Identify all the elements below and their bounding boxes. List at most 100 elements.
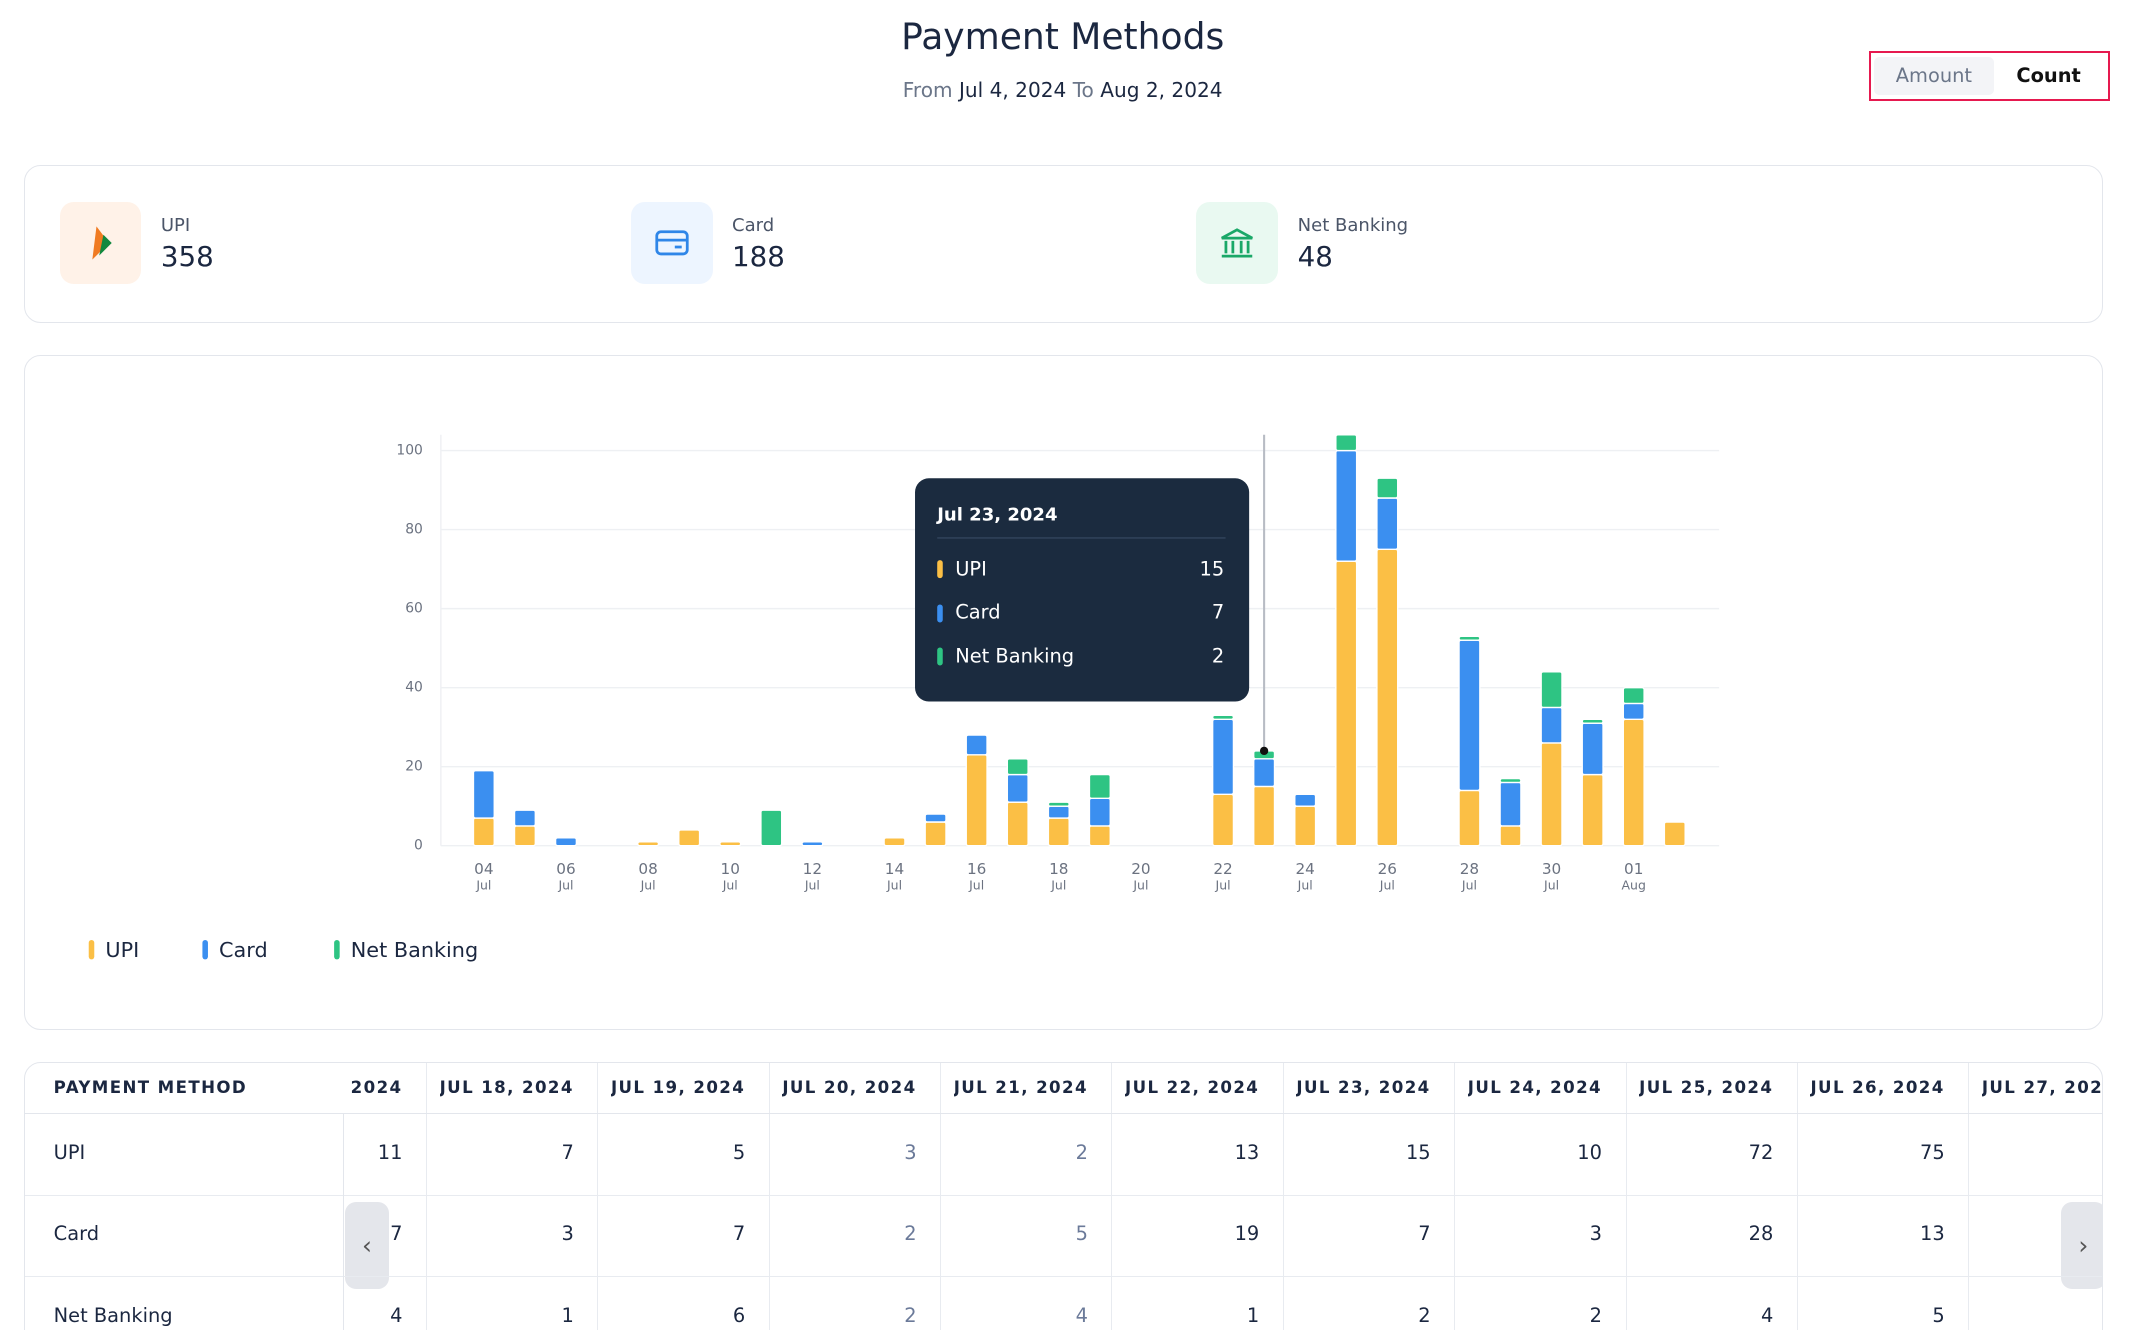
sticky-divider (343, 1112, 345, 1330)
table-cell: 28 (1748, 1222, 1774, 1246)
upi-icon (59, 202, 142, 285)
bar-segment (1622, 686, 1645, 705)
x-tick-label: 14 (885, 860, 904, 878)
date-range: From Jul 4, 2024 To Aug 2, 2024 (0, 78, 2125, 102)
table-column: JUL 25, 2024 72 28 4 (1625, 1062, 1797, 1330)
summary-label: Net Banking (1297, 214, 1409, 236)
tooltip-swatch (937, 604, 943, 623)
bar-segment (554, 837, 578, 847)
tooltip-series: Card (955, 600, 1000, 623)
scroll-left[interactable]: ‹ (344, 1201, 390, 1289)
column-header: JUL 24, 2024 (1467, 1077, 1602, 1097)
bar-segment (1006, 773, 1029, 803)
table-header: PAYMENT METHOD (53, 1077, 248, 1097)
tooltip: Jul 23, 2024 UPI 15 Card 7 Net Banking 2 (915, 478, 1250, 702)
toggle-option-active[interactable]: Count (1994, 57, 2103, 95)
table-column: JUL 27, 2024000 (1968, 1062, 2104, 1330)
column-header: JUL 23, 2024 (1296, 1077, 1431, 1097)
tooltip-swatch (937, 647, 943, 666)
metric-toggle: Amount Count (1868, 51, 2110, 102)
summary-label: UPI (160, 214, 191, 236)
table-cell: 2 (904, 1222, 917, 1246)
bar-segment (1376, 497, 1399, 551)
legend-label: Card (219, 938, 268, 962)
header-divider (24, 1112, 2103, 1114)
tooltip-series: Net Banking (955, 645, 1074, 668)
bank-glyph (1221, 227, 1254, 258)
bar-segment (1211, 718, 1235, 796)
bar-segment (1294, 793, 1317, 807)
table-cell: 72 (1748, 1140, 1774, 1164)
scroll-right[interactable]: › (2061, 1201, 2103, 1289)
summary-label: Card (732, 214, 775, 236)
bar-segment (965, 734, 988, 756)
bar-segment (678, 829, 701, 847)
table-column: JUL 24, 2024 10 3 2 (1454, 1062, 1625, 1330)
bar-segment (1458, 635, 1481, 641)
table-column: JUL 18, 2024 7 3 1 (426, 1062, 597, 1330)
table-cell: 19 (1234, 1222, 1260, 1246)
table-cell: 2 (1075, 1140, 1088, 1164)
bar-segment (1211, 714, 1235, 720)
summary-value: 48 (1297, 239, 1333, 273)
x-tick-label: 20 (1131, 860, 1150, 878)
x-tick-label: 18 (1049, 860, 1068, 878)
table-cell: 5 (1075, 1222, 1088, 1246)
from-label: From (902, 77, 953, 102)
x-tick-sublabel: Jul (1461, 877, 1477, 892)
bar-segment (1376, 548, 1399, 847)
bar-segment (1335, 560, 1358, 847)
legend-label: Net Banking (351, 938, 478, 962)
y-tick-label: 60 (405, 601, 423, 617)
y-tick-label: 20 (405, 759, 423, 775)
bar-segment (965, 754, 988, 847)
x-tick-sublabel: Jul (722, 877, 738, 892)
x-tick-sublabel: Jul (475, 877, 491, 892)
bar-segment (924, 821, 947, 847)
table-cell: 13 (1234, 1140, 1260, 1164)
table-cell: 2 (904, 1304, 917, 1328)
table-cell: 3 (904, 1140, 917, 1164)
column-header: JUL 25, 2024 (1639, 1077, 1774, 1097)
bar-segment (883, 837, 906, 847)
table-cell: 2 (1589, 1304, 1602, 1328)
bar-segment (1499, 781, 1522, 827)
tooltip-title: Jul 23, 2024 (935, 505, 1057, 526)
bar-segment (1458, 639, 1481, 792)
bar-segment (1088, 825, 1111, 847)
bar-segment (1581, 773, 1604, 847)
column-header: JUL 17, 2024 (345, 1077, 403, 1097)
x-tick-sublabel: Jul (1215, 877, 1231, 892)
bar-segment (1047, 801, 1070, 807)
table-cell: 5 (732, 1140, 746, 1164)
x-tick-label: 12 (803, 860, 822, 878)
table-cell: 5 (1932, 1304, 1945, 1328)
x-tick-label: 01 (1624, 860, 1643, 878)
table-cell: 75 (1920, 1140, 1945, 1164)
table-column: JUL 20, 2024 3 2 2 (768, 1062, 940, 1330)
x-tick-label: 30 (1542, 860, 1561, 878)
column-header: JUL 27, 2024 (1981, 1077, 2104, 1097)
bar-segment (760, 809, 783, 847)
bar-segment (1581, 722, 1604, 776)
bar-segment (1253, 758, 1276, 788)
card-icon (630, 202, 713, 285)
card-glyph (655, 230, 689, 256)
toggle-option[interactable]: Amount (1873, 57, 1995, 95)
x-tick-sublabel: Aug (1622, 877, 1646, 892)
table-cell: 15 (1405, 1140, 1431, 1164)
table-scroll: JUL 17, 2024 11 7 4 JUL 18, 2024 7 3 1 JUL 19, 2… (345, 1062, 2104, 1330)
bar-segment (1047, 805, 1070, 819)
summary-card (23, 164, 2104, 324)
table-cell: 6 (732, 1304, 746, 1328)
y-tick-label: 40 (405, 680, 423, 696)
chart: 02040608010004Jul06Jul08Jul10Jul12Jul14J… (88, 434, 1720, 962)
x-tick-sublabel: Jul (886, 877, 902, 892)
table-cell: 7 (732, 1222, 746, 1246)
bar-segment (924, 813, 947, 823)
column-header: JUL 22, 2024 (1125, 1077, 1260, 1097)
x-tick-sublabel: Jul (557, 877, 573, 892)
bar-segment (1622, 702, 1645, 720)
